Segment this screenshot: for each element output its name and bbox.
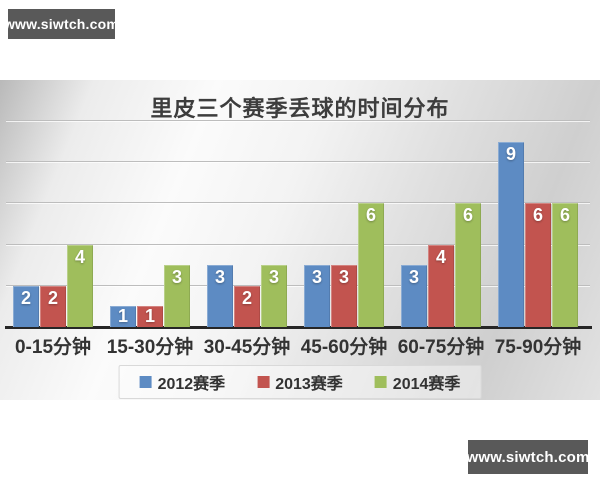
x-axis-label: 15-30分钟	[106, 337, 194, 358]
watermark-bottom: www.siwtch.com	[466, 440, 590, 474]
legend-swatch-icon	[139, 376, 152, 388]
bar: 3	[304, 265, 330, 327]
legend-swatch-icon	[374, 376, 387, 388]
bar: 4	[428, 244, 454, 327]
bar: 2	[40, 285, 66, 327]
watermark-bottom-text: www.siwtch.com	[466, 448, 590, 466]
bar: 3	[207, 265, 233, 327]
x-axis-label: 60-75分钟	[397, 337, 485, 358]
bar: 4	[67, 244, 93, 327]
bar-value-label: 3	[268, 267, 279, 288]
bar-value-label: 1	[144, 306, 155, 327]
watermark-top-text: www.siwtch.com	[3, 16, 120, 32]
bar: 6	[525, 203, 551, 327]
bar-value-label: 2	[241, 287, 252, 308]
bar-value-label: 9	[505, 143, 516, 164]
bar-value-label: 2	[47, 287, 58, 308]
bar-value-label: 6	[559, 205, 570, 226]
bar: 2	[234, 285, 260, 327]
bar: 3	[401, 265, 427, 327]
gridline	[6, 202, 590, 204]
bar-value-label: 3	[311, 267, 322, 288]
bar: 6	[552, 203, 578, 327]
gridline	[6, 243, 590, 245]
legend-item: 2012赛季	[139, 370, 226, 394]
bar: 3	[164, 265, 190, 327]
x-axis-label: 0-15分钟	[14, 337, 92, 358]
bar-value-label: 3	[171, 267, 182, 288]
bar-value-label: 6	[532, 205, 543, 226]
bar-value-label: 4	[74, 246, 85, 267]
legend-item: 2013赛季	[257, 370, 343, 394]
gridline	[6, 120, 590, 121]
x-axis-label: 75-90分钟	[494, 337, 582, 358]
bar-value-label: 3	[214, 267, 225, 288]
legend-label: 2012赛季	[157, 376, 226, 393]
bar: 3	[331, 265, 357, 327]
legend-swatch-icon	[257, 376, 270, 388]
bar-value-label: 1	[117, 306, 128, 327]
x-axis-labels: 0-15分钟 15-30分钟 30-45分钟 45-60分钟 60-75分钟 75-90分…	[6, 332, 590, 358]
x-axis-label: 30-45分钟	[203, 337, 291, 358]
bar-value-label: 3	[408, 267, 419, 288]
bar-value-label: 3	[338, 267, 349, 288]
legend-label: 2013赛季	[275, 376, 343, 393]
bar: 1	[137, 306, 163, 327]
x-axis-label: 45-60分钟	[300, 337, 388, 358]
bar: 1	[110, 306, 136, 327]
chart-title: 里皮三个赛季丢球的时间分布	[150, 96, 450, 121]
bar-value-label: 6	[365, 205, 376, 226]
x-axis-line	[5, 326, 592, 329]
bar-value-label: 4	[435, 246, 446, 267]
legend: 2012赛季 2013赛季 2014赛季	[118, 365, 482, 399]
bar: 6	[455, 203, 481, 327]
gridline	[6, 161, 590, 163]
bar: 3	[261, 265, 287, 327]
watermark-top: www.siwtch.com	[4, 9, 119, 39]
bar: 6	[358, 203, 384, 327]
legend-item: 2014赛季	[374, 370, 461, 394]
bar: 9	[498, 141, 524, 327]
bar: 2	[13, 285, 39, 327]
bar-value-label: 2	[20, 287, 31, 308]
gridline	[6, 284, 590, 286]
legend-label: 2014赛季	[392, 376, 461, 393]
bar-value-label: 6	[462, 205, 473, 226]
